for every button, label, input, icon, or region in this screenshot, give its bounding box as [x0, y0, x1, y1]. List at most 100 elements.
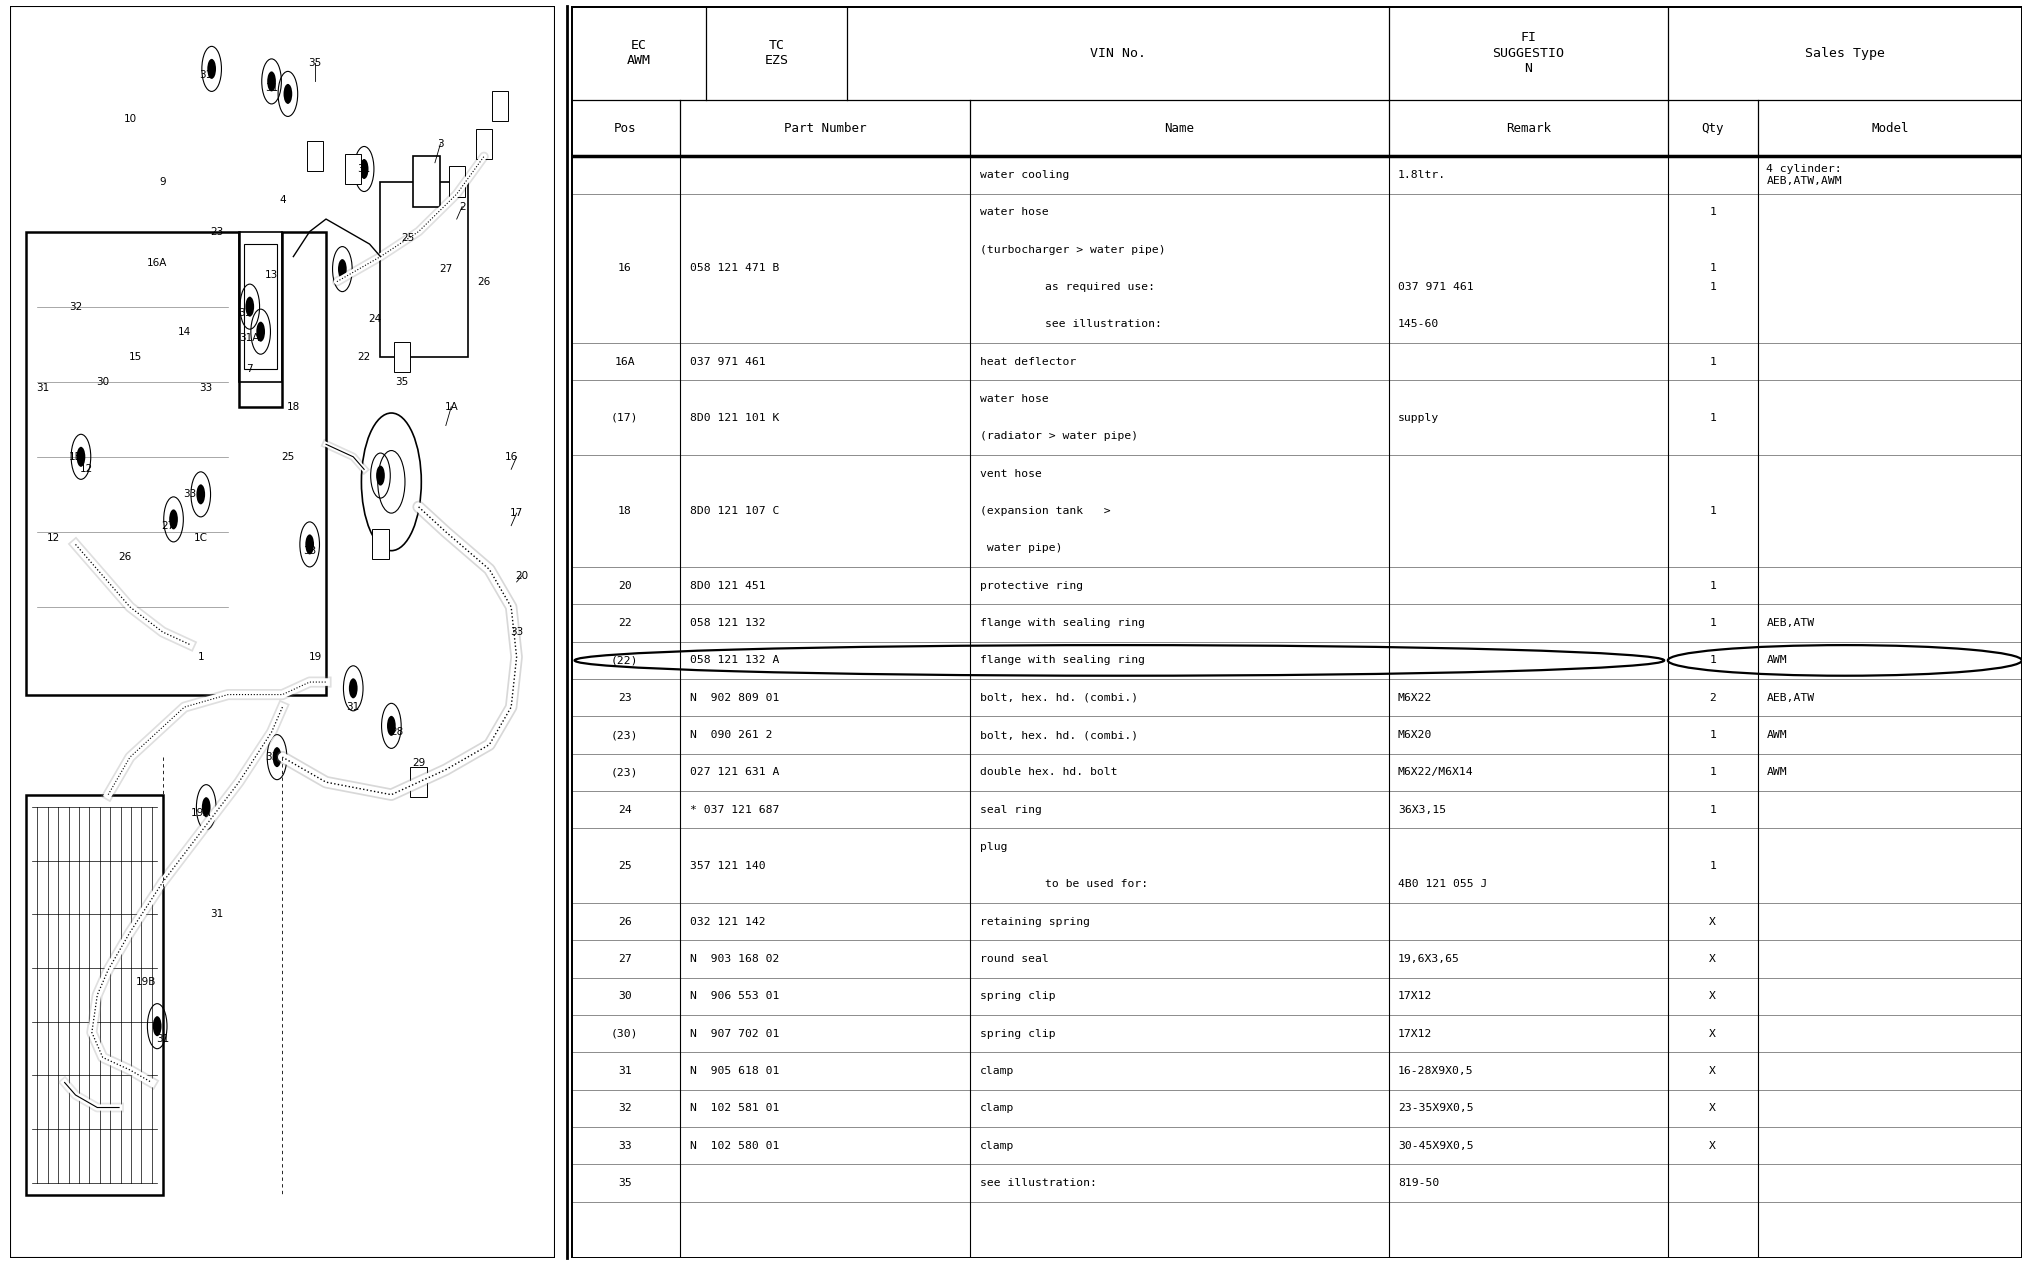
Text: 058 121 132: 058 121 132	[691, 618, 766, 628]
Text: double hex. hd. bolt: double hex. hd. bolt	[979, 767, 1118, 777]
Text: 1: 1	[1709, 356, 1717, 367]
Text: 33: 33	[264, 752, 278, 762]
Text: 27: 27	[618, 954, 632, 964]
Circle shape	[386, 715, 396, 736]
Text: 8D0 121 107 C: 8D0 121 107 C	[691, 506, 780, 516]
Bar	[394, 341, 410, 372]
Text: 037 971 461: 037 971 461	[1398, 282, 1473, 292]
Text: water cooling: water cooling	[979, 171, 1069, 181]
Text: flange with sealing ring: flange with sealing ring	[979, 618, 1146, 628]
Text: 31: 31	[347, 702, 360, 712]
Text: 25: 25	[618, 861, 632, 871]
Circle shape	[246, 297, 254, 317]
Circle shape	[272, 747, 280, 767]
Text: 19B: 19B	[136, 977, 156, 987]
Text: 1C: 1C	[193, 533, 207, 544]
Text: 1: 1	[1709, 767, 1717, 777]
Circle shape	[256, 321, 264, 341]
Text: 19A: 19A	[191, 809, 211, 819]
Text: * 037 121 687: * 037 121 687	[691, 805, 780, 815]
Text: 1: 1	[1709, 580, 1717, 590]
Text: 1: 1	[1709, 413, 1717, 422]
Text: 058 121 471 B: 058 121 471 B	[691, 263, 780, 273]
Text: 037 971 461: 037 971 461	[691, 356, 766, 367]
Bar	[307, 142, 323, 172]
Text: 1: 1	[1709, 263, 1717, 273]
Text: flange with sealing ring: flange with sealing ring	[979, 656, 1146, 665]
Text: 4: 4	[278, 195, 287, 205]
Bar	[475, 129, 492, 159]
Text: (23): (23)	[612, 767, 638, 777]
Circle shape	[360, 159, 368, 179]
Text: 16-28X9X0,5: 16-28X9X0,5	[1398, 1066, 1473, 1076]
Text: 33: 33	[510, 627, 524, 637]
Text: 31: 31	[618, 1066, 632, 1076]
Circle shape	[284, 83, 293, 104]
Text: 1: 1	[1709, 207, 1717, 217]
Text: 28: 28	[390, 727, 404, 737]
Text: (23): (23)	[612, 731, 638, 741]
Text: EC
AWM: EC AWM	[626, 39, 650, 67]
Text: (radiator > water pipe): (radiator > water pipe)	[979, 431, 1138, 441]
Text: 19: 19	[309, 652, 321, 662]
Text: N  907 702 01: N 907 702 01	[691, 1029, 780, 1039]
Text: water hose: water hose	[979, 394, 1049, 404]
Text: M6X20: M6X20	[1398, 731, 1433, 741]
Text: supply: supply	[1398, 413, 1439, 422]
Text: 32: 32	[618, 1103, 632, 1114]
Text: 29: 29	[412, 758, 425, 769]
Text: 9: 9	[158, 177, 167, 187]
Text: 16A: 16A	[146, 258, 167, 268]
Text: 1B: 1B	[69, 451, 83, 461]
Circle shape	[77, 446, 85, 466]
Text: 16: 16	[504, 451, 518, 461]
Text: 13: 13	[264, 270, 278, 281]
Text: round seal: round seal	[979, 954, 1049, 964]
Text: 27: 27	[161, 521, 175, 531]
Text: 18: 18	[618, 506, 632, 516]
Text: clamp: clamp	[979, 1066, 1014, 1076]
Text: 058 121 132 A: 058 121 132 A	[691, 656, 780, 665]
Bar	[492, 91, 508, 121]
Text: 1A: 1A	[445, 402, 457, 412]
Text: seal ring: seal ring	[979, 805, 1042, 815]
Text: 1: 1	[1709, 731, 1717, 741]
Text: X: X	[1709, 1066, 1717, 1076]
Text: bolt, hex. hd. (combi.): bolt, hex. hd. (combi.)	[979, 693, 1138, 703]
Text: X: X	[1709, 954, 1717, 964]
Text: 145-60: 145-60	[1398, 320, 1439, 330]
Circle shape	[201, 798, 211, 818]
Text: X: X	[1709, 1103, 1717, 1114]
Text: 8D0 121 451: 8D0 121 451	[691, 580, 766, 590]
Text: 027 121 631 A: 027 121 631 A	[691, 767, 780, 777]
Text: 27: 27	[439, 264, 453, 274]
Text: 19,6X3,65: 19,6X3,65	[1398, 954, 1459, 964]
Text: 22: 22	[358, 351, 370, 362]
Text: 819-50: 819-50	[1398, 1178, 1439, 1188]
Text: 2: 2	[1709, 693, 1717, 703]
Text: 17X12: 17X12	[1398, 1029, 1433, 1039]
Text: 3: 3	[437, 139, 443, 149]
Text: clamp: clamp	[979, 1103, 1014, 1114]
Bar	[26, 795, 163, 1196]
Text: (turbocharger > water pipe): (turbocharger > water pipe)	[979, 245, 1166, 255]
Bar	[380, 182, 467, 356]
Text: 1: 1	[1709, 282, 1717, 292]
Text: 8D0 121 101 K: 8D0 121 101 K	[691, 413, 780, 422]
Text: 23-35X9X0,5: 23-35X9X0,5	[1398, 1103, 1473, 1114]
Text: VIN No.: VIN No.	[1089, 47, 1146, 59]
Text: AEB,ATW: AEB,ATW	[1766, 618, 1815, 628]
Text: 1: 1	[197, 652, 203, 662]
Text: water pipe): water pipe)	[979, 544, 1063, 554]
Text: FI
SUGGESTIO
N: FI SUGGESTIO N	[1494, 32, 1565, 76]
Text: 17X12: 17X12	[1398, 991, 1433, 1001]
Text: 1.8ltr.: 1.8ltr.	[1398, 171, 1447, 181]
Text: 7: 7	[246, 364, 254, 374]
Text: 12: 12	[47, 533, 61, 544]
Text: 31: 31	[156, 1034, 169, 1044]
Text: 31: 31	[199, 70, 213, 80]
Text: (17): (17)	[612, 413, 638, 422]
Text: (30): (30)	[612, 1029, 638, 1039]
Text: 4 cylinder:
AEB,ATW,AWM: 4 cylinder: AEB,ATW,AWM	[1766, 164, 1843, 186]
Circle shape	[197, 484, 205, 504]
